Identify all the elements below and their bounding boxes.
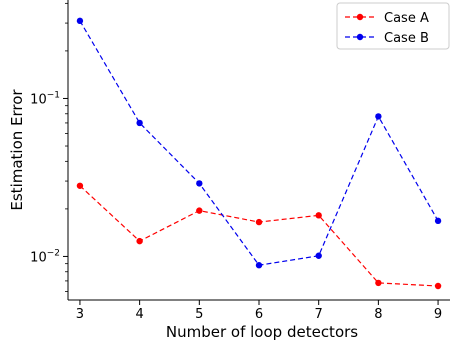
series-case-b	[76, 17, 442, 269]
legend-entry: Case B	[345, 31, 429, 46]
data-point	[136, 237, 143, 245]
data-point	[434, 217, 442, 225]
data-point	[255, 262, 263, 269]
data-point	[76, 182, 84, 189]
x-tick-label: 3	[76, 307, 84, 322]
series	[76, 17, 442, 290]
data-point	[76, 17, 84, 25]
data-point	[255, 218, 263, 226]
x-ticks: 3 4 5 6 7 8 9	[76, 300, 442, 322]
legend-entry: Case A	[345, 11, 429, 26]
legend-marker	[356, 33, 364, 41]
data-point	[375, 113, 382, 120]
data-point	[434, 282, 442, 290]
series-line	[79, 20, 439, 266]
series-case-a	[76, 182, 442, 290]
legend: Case A Case B	[336, 2, 450, 50]
series-line	[79, 185, 439, 287]
x-tick-label: 4	[135, 307, 143, 322]
x-tick-label: 7	[315, 307, 323, 322]
legend-marker	[356, 13, 364, 21]
legend-label: Case B	[384, 31, 429, 46]
x-tick-label: 9	[434, 307, 442, 322]
x-axis-title: Number of loop detectors	[166, 323, 358, 341]
data-point	[315, 212, 322, 219]
x-tick-label: 8	[374, 307, 382, 322]
y-ticks: 10−1 10−2	[30, 2, 68, 292]
data-point	[196, 180, 203, 187]
data-point	[375, 279, 382, 287]
y-tick-label: 10−1	[30, 90, 60, 107]
x-tick-label: 5	[195, 307, 203, 322]
y-tick-label: 10−2	[30, 248, 60, 265]
y-axis-title: Estimation Error	[8, 89, 26, 211]
data-point	[315, 252, 322, 259]
data-point	[136, 119, 143, 127]
legend-label: Case A	[384, 11, 429, 26]
x-tick-label: 6	[255, 307, 263, 322]
data-point	[196, 207, 203, 214]
